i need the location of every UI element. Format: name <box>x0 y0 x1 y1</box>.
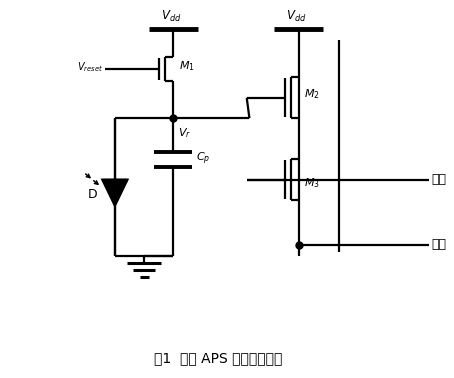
Text: $M_1$: $M_1$ <box>178 59 194 73</box>
Polygon shape <box>102 180 128 206</box>
Text: $C_p$: $C_p$ <box>196 151 210 167</box>
Text: $M_2$: $M_2$ <box>304 87 320 101</box>
Text: $V_{dd}$: $V_{dd}$ <box>286 9 307 24</box>
Text: D: D <box>88 188 98 201</box>
Text: $V_{reset}$: $V_{reset}$ <box>77 60 103 74</box>
Text: $V_r$: $V_r$ <box>178 126 191 140</box>
Text: 图1  标准 APS 结构像素单元: 图1 标准 APS 结构像素单元 <box>154 352 282 366</box>
Text: 字线: 字线 <box>431 173 446 186</box>
Text: $V_{dd}$: $V_{dd}$ <box>161 9 181 24</box>
Text: 位线: 位线 <box>431 239 446 251</box>
Text: $M_3$: $M_3$ <box>304 177 320 190</box>
